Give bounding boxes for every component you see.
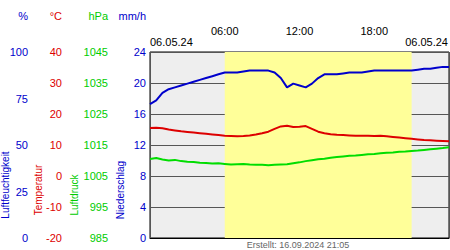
svg-text:16: 16 [134,108,146,120]
svg-text:4: 4 [140,201,146,213]
svg-text:mm/h: mm/h [119,10,147,22]
svg-text:Niederschlag: Niederschlag [115,161,126,219]
svg-text:1015: 1015 [84,139,108,151]
svg-text:°C: °C [50,10,62,22]
svg-text:06.05.24: 06.05.24 [150,36,193,48]
svg-text:985: 985 [90,232,108,244]
svg-text:18:00: 18:00 [360,25,388,37]
svg-text:Luftfeuchtigkeit: Luftfeuchtigkeit [0,151,11,218]
svg-text:30: 30 [50,77,62,89]
svg-text:1005: 1005 [84,170,108,182]
svg-text:100: 100 [10,46,28,58]
svg-text:06:00: 06:00 [211,25,239,37]
svg-text:75: 75 [16,93,28,105]
svg-text:1045: 1045 [84,46,108,58]
svg-text:50: 50 [16,139,28,151]
svg-text:20: 20 [134,77,146,89]
svg-text:995: 995 [90,201,108,213]
svg-text:25: 25 [16,186,28,198]
svg-text:24: 24 [134,46,146,58]
svg-text:0: 0 [56,170,62,182]
svg-text:0: 0 [22,232,28,244]
svg-text:1025: 1025 [84,108,108,120]
svg-text:Temperatur: Temperatur [33,164,44,215]
svg-text:40: 40 [50,46,62,58]
svg-text:%: % [18,10,28,22]
svg-text:1035: 1035 [84,77,108,89]
svg-text:hPa: hPa [88,10,108,22]
svg-text:Luftdruck: Luftdruck [69,173,80,215]
svg-text:8: 8 [140,170,146,182]
svg-text:-20: -20 [46,232,62,244]
svg-text:20: 20 [50,108,62,120]
svg-text:10: 10 [50,139,62,151]
svg-text:12:00: 12:00 [286,25,314,37]
svg-text:0: 0 [140,232,146,244]
svg-text:06.05.24: 06.05.24 [405,36,448,48]
svg-text:Erstellt: 16.09.2024 21:05: Erstellt: 16.09.2024 21:05 [247,240,350,250]
svg-text:-10: -10 [46,201,62,213]
svg-text:12: 12 [134,139,146,151]
